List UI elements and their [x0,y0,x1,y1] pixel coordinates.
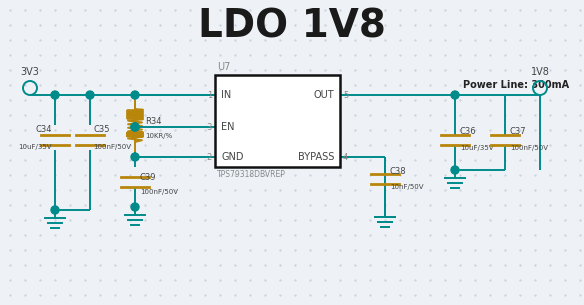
Text: TPS79318DBVREP: TPS79318DBVREP [217,170,286,179]
Text: C37: C37 [510,127,527,137]
Text: 4: 4 [343,152,348,162]
Text: BYPASS: BYPASS [298,152,334,162]
Text: LDO 1V8: LDO 1V8 [198,8,386,46]
Text: 3V3: 3V3 [20,67,40,77]
Text: C39: C39 [140,173,157,181]
Text: 1V8: 1V8 [530,67,550,77]
Text: 10uF/35V: 10uF/35V [19,144,52,150]
Text: OUT: OUT [314,90,334,100]
Text: 1: 1 [207,91,212,99]
Circle shape [131,123,139,131]
Text: U7: U7 [217,62,230,72]
Text: C35: C35 [93,125,110,135]
Text: 100nF/50V: 100nF/50V [510,145,548,151]
Text: 100nF/50V: 100nF/50V [140,189,178,195]
Circle shape [51,206,59,214]
Circle shape [131,153,139,161]
Text: C36: C36 [460,127,477,137]
Text: 5: 5 [343,91,348,99]
Text: C38: C38 [390,167,406,175]
Text: 3: 3 [207,123,212,131]
Text: EN: EN [221,122,235,132]
Circle shape [131,91,139,99]
Text: 10uF/35V: 10uF/35V [460,145,493,151]
Circle shape [131,203,139,211]
Circle shape [451,166,459,174]
FancyBboxPatch shape [215,75,340,167]
Text: 100nF/50V: 100nF/50V [93,144,131,150]
Circle shape [451,91,459,99]
Circle shape [51,91,59,99]
Text: 10KR/%: 10KR/% [145,133,172,139]
Text: IN: IN [221,90,231,100]
Circle shape [86,91,94,99]
Text: C34: C34 [36,125,52,135]
Circle shape [131,123,139,131]
Text: R34: R34 [145,117,162,125]
Text: Power Line: 300mA: Power Line: 300mA [463,80,569,90]
Text: 2: 2 [207,152,212,162]
Text: 10nF/50V: 10nF/50V [390,184,423,190]
Text: GND: GND [221,152,244,162]
